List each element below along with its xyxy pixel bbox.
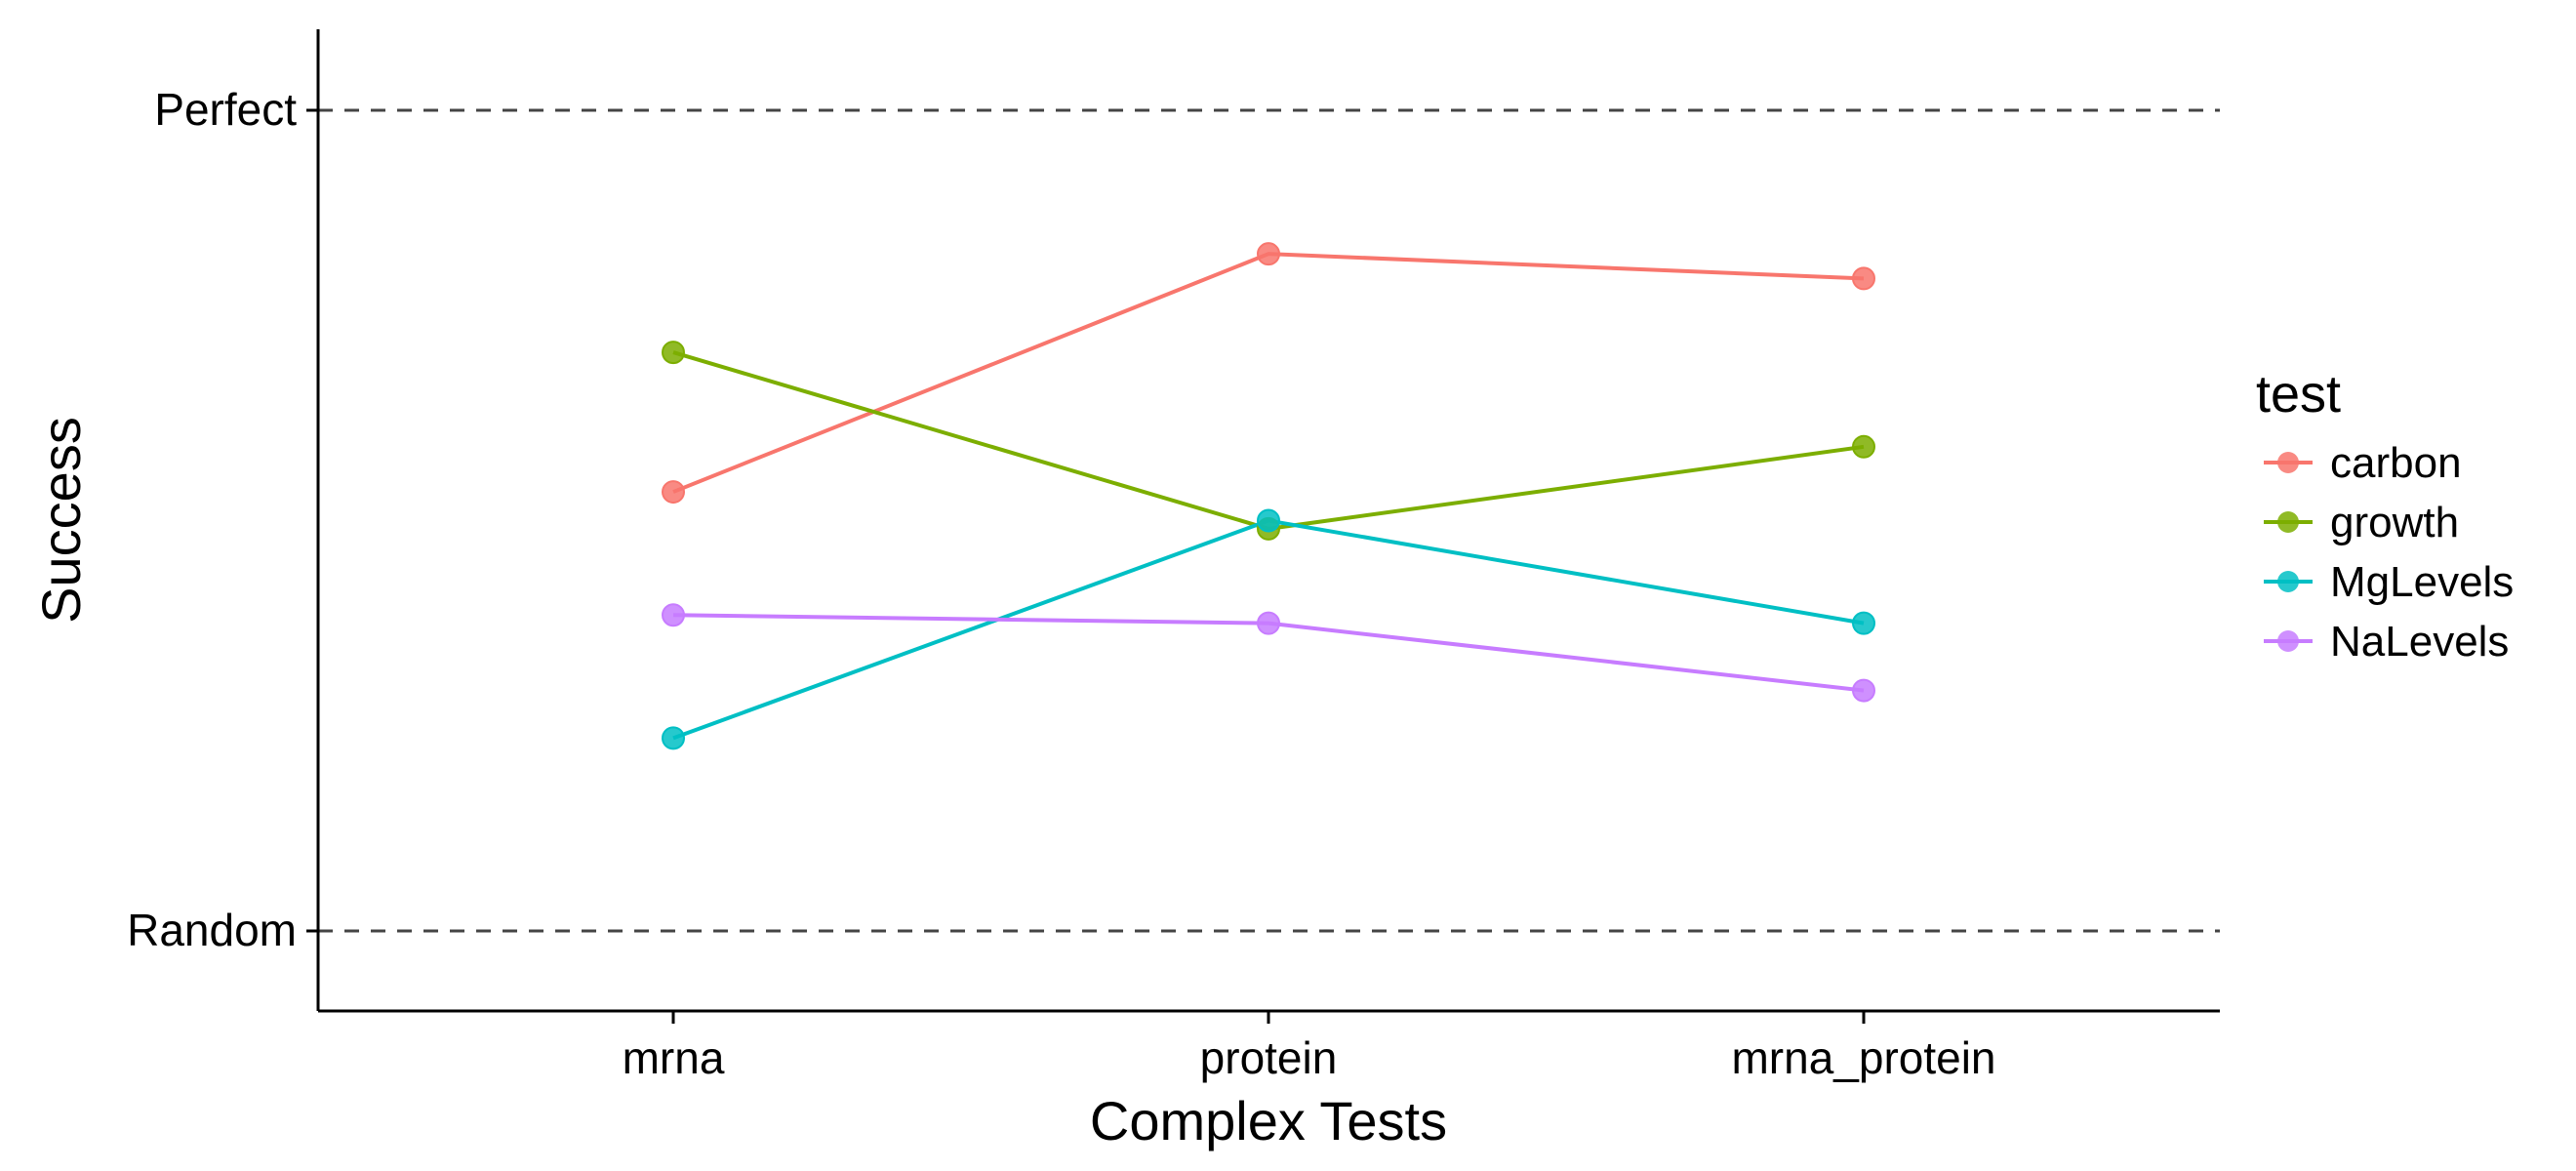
reference-lines (318, 108, 2220, 933)
data-point-mglevels-mrna (662, 726, 685, 750)
y-tick-label: Random (127, 905, 297, 955)
data-point-nalevels-protein (1257, 611, 1280, 635)
data-point-carbon-mrna (662, 480, 685, 505)
data-point-mglevels-protein (1257, 508, 1280, 533)
legend-key-point-mglevels (2277, 571, 2299, 592)
x-tick-label: mrna (623, 1032, 725, 1083)
legend-key-point-growth (2277, 511, 2299, 533)
legend-label-growth: growth (2330, 499, 2459, 546)
legend-label-nalevels: NaLevels (2330, 618, 2509, 666)
y-tick-label: Perfect (154, 84, 297, 135)
legend-key-point-carbon (2277, 452, 2299, 473)
y-ticks: Perfect Random (127, 84, 318, 955)
data-point-nalevels-mrna (662, 603, 685, 627)
data-point-growth-mrna_protein (1852, 434, 1875, 459)
x-ticks: mrna protein mrna_protein (623, 1011, 1996, 1083)
data-point-growth-mrna (662, 341, 685, 365)
series-points (662, 242, 1875, 750)
legend-title: test (2256, 365, 2341, 424)
data-point-mglevels-mrna_protein (1852, 611, 1875, 635)
legend-key-point-nalevels (2277, 630, 2299, 652)
legend-label-carbon: carbon (2330, 439, 2462, 487)
data-point-nalevels-mrna_protein (1852, 678, 1875, 703)
legend: test carbon growth MgLevels NaLevels (2256, 365, 2514, 666)
x-tick-label: protein (1200, 1032, 1338, 1083)
series-line-carbon (672, 252, 1865, 494)
data-point-carbon-mrna_protein (1852, 266, 1875, 291)
x-axis-title: Complex Tests (1090, 1090, 1447, 1151)
x-tick-label: mrna_protein (1731, 1032, 1995, 1083)
legend-label-mglevels: MgLevels (2330, 558, 2514, 606)
data-point-carbon-protein (1257, 242, 1280, 266)
y-axis-title: Success (30, 417, 92, 624)
series-lines (672, 252, 1865, 741)
series-line-growth (672, 350, 1865, 531)
